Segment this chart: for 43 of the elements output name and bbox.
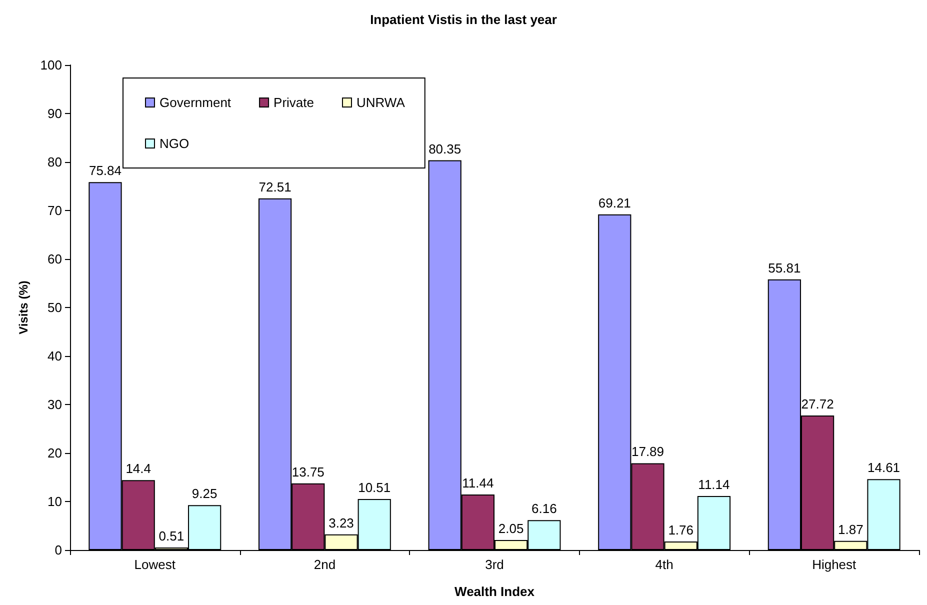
data-label: 69.21 xyxy=(598,195,631,210)
y-tick-label: 70 xyxy=(48,203,62,218)
x-axis-title: Wealth Index xyxy=(454,584,536,599)
y-tick-label: 60 xyxy=(48,252,62,266)
legend-label: Private xyxy=(274,95,314,110)
legend-label: UNRWA xyxy=(356,95,406,110)
y-tick-label: 40 xyxy=(48,348,62,364)
y-tick-label: 90 xyxy=(48,106,62,121)
data-label: 75.84 xyxy=(88,163,122,178)
chart-title: Inpatient Vistis in the last year xyxy=(370,12,557,27)
data-label: 3.23 xyxy=(328,515,354,530)
data-label: 14.4 xyxy=(126,461,151,476)
y-tick-label: 0 xyxy=(54,542,62,558)
x-tick-label: 4th xyxy=(655,557,674,572)
legend-label: NGO xyxy=(160,136,190,151)
data-label: 11.44 xyxy=(462,476,494,491)
data-label: 55.81 xyxy=(768,260,801,276)
data-label: 72.51 xyxy=(258,179,292,194)
legend-label: Government xyxy=(160,95,232,110)
y-tick-label: 50 xyxy=(48,300,62,315)
x-tick-label: Highest xyxy=(812,557,857,572)
data-label: 2.05 xyxy=(498,521,524,536)
data-label: 80.35 xyxy=(428,141,462,156)
data-label: 1.87 xyxy=(838,522,864,537)
y-tick-label: 80 xyxy=(48,154,62,170)
data-label: 27.72 xyxy=(801,396,834,412)
y-tick-label: 10 xyxy=(48,494,62,509)
data-label: 6.16 xyxy=(532,501,557,516)
data-label: 10.51 xyxy=(358,480,391,496)
y-axis-title: Visits (%) xyxy=(16,280,30,334)
y-tick-label: 20 xyxy=(48,446,62,460)
data-label: 9.25 xyxy=(192,486,218,502)
x-tick-label: Lowest xyxy=(134,557,176,572)
data-label: 14.61 xyxy=(867,460,900,476)
data-label: 17.89 xyxy=(631,444,664,460)
data-label: 11.14 xyxy=(698,476,730,492)
data-label: 13.75 xyxy=(292,464,324,480)
y-tick-label: 30 xyxy=(48,397,62,412)
y-tick-label: 100 xyxy=(40,58,62,72)
data-label: 0.51 xyxy=(158,528,184,544)
x-tick-label: 2nd xyxy=(314,557,336,572)
x-tick-label: 3rd xyxy=(485,557,504,572)
data-label: 1.76 xyxy=(668,522,694,538)
